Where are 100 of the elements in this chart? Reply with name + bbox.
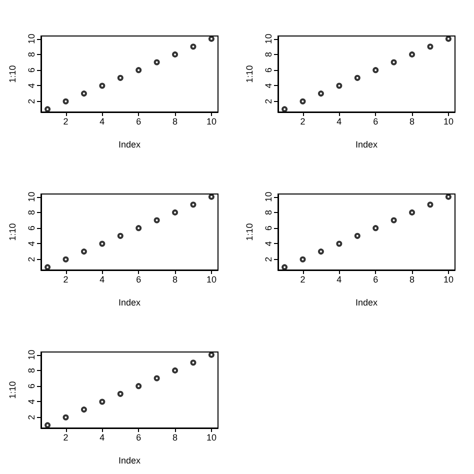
x-tick-label: 8 [172, 432, 178, 442]
y-tick-label: 2 [264, 256, 274, 262]
point [372, 67, 379, 74]
y-axis-title: 1:10 [244, 223, 254, 241]
y-tick-label: 10 [264, 192, 274, 202]
point [336, 240, 342, 247]
point [136, 383, 142, 390]
y-tick-label: 6 [264, 68, 274, 73]
x-tick-label: 4 [100, 116, 105, 126]
x-tick-label: 6 [136, 432, 142, 442]
y-axis-title: 1:10 [8, 223, 18, 241]
point [336, 82, 342, 89]
y-tick-label: 10 [26, 34, 36, 44]
x-tick-label: 2 [63, 116, 68, 126]
point [154, 59, 160, 66]
point [372, 225, 379, 232]
point [318, 248, 324, 255]
y-tick-label: 4 [26, 83, 36, 88]
x-axis-title: Index [118, 298, 141, 308]
point [136, 67, 142, 74]
y-tick-label: 4 [26, 399, 36, 404]
point [354, 74, 360, 81]
y-tick-label: 6 [26, 68, 36, 73]
x-tick-label: 10 [206, 432, 216, 442]
y-tick-label: 10 [26, 350, 36, 360]
point [136, 225, 142, 232]
point [300, 256, 306, 262]
y-tick-label: 8 [264, 52, 274, 57]
x-tick-label: 2 [63, 432, 68, 442]
x-tick-label: 4 [336, 274, 342, 284]
y-tick-label: 4 [264, 241, 274, 246]
x-tick-label: 10 [206, 116, 216, 126]
x-tick-label: 4 [100, 432, 105, 442]
point [154, 375, 160, 382]
x-tick-label: 6 [136, 116, 142, 126]
y-tick-label: 4 [26, 241, 36, 246]
y-tick-label: 8 [264, 210, 274, 215]
y-tick-label: 8 [26, 210, 36, 215]
y-tick-label: 6 [264, 226, 274, 231]
point [172, 51, 178, 58]
x-tick-label: 6 [136, 274, 142, 284]
x-tick-label: 6 [373, 274, 378, 284]
x-axis-title: Index [355, 140, 378, 150]
point [190, 44, 196, 50]
point [99, 240, 106, 247]
point [390, 59, 397, 66]
point [99, 82, 106, 89]
point [62, 256, 69, 262]
x-tick-label: 10 [443, 116, 454, 126]
point [409, 209, 416, 216]
y-tick-label: 8 [26, 368, 36, 373]
y-tick-label: 8 [26, 52, 36, 57]
y-tick-label: 2 [264, 98, 274, 104]
point [409, 51, 416, 58]
point [62, 414, 69, 420]
point [427, 44, 434, 50]
y-tick-label: 2 [26, 414, 36, 420]
x-axis-title: Index [118, 456, 141, 466]
x-tick-label: 2 [300, 116, 306, 126]
y-axis-title: 1:10 [8, 381, 18, 399]
y-axis-title: 1:10 [8, 65, 18, 83]
x-tick-label: 4 [336, 116, 342, 126]
x-tick-label: 8 [172, 274, 178, 284]
point [354, 232, 360, 239]
x-tick-label: 6 [373, 116, 378, 126]
x-tick-label: 10 [443, 274, 454, 284]
point [99, 398, 106, 405]
point [427, 202, 434, 208]
y-tick-label: 10 [26, 192, 36, 202]
y-tick-label: 10 [264, 34, 274, 44]
x-tick-label: 2 [63, 274, 68, 284]
point [318, 90, 324, 97]
point [117, 74, 124, 81]
point [300, 98, 306, 104]
x-tick-label: 8 [172, 116, 178, 126]
point [390, 217, 397, 224]
point [80, 248, 87, 255]
x-tick-label: 10 [206, 274, 216, 284]
point [117, 390, 124, 397]
x-tick-label: 4 [100, 274, 105, 284]
x-tick-label: 8 [410, 116, 415, 126]
y-tick-label: 6 [26, 226, 36, 231]
point [80, 90, 87, 97]
y-tick-label: 2 [26, 98, 36, 104]
point [62, 98, 69, 104]
x-axis-title: Index [355, 298, 378, 308]
x-tick-label: 2 [300, 274, 306, 284]
y-tick-label: 6 [26, 384, 36, 389]
point [80, 406, 87, 413]
y-axis-title: 1:10 [244, 65, 254, 83]
point [172, 367, 178, 374]
point [154, 217, 160, 224]
point [172, 209, 178, 216]
x-tick-label: 8 [410, 274, 415, 284]
y-tick-label: 4 [264, 83, 274, 88]
y-tick-label: 2 [26, 256, 36, 262]
point [190, 360, 196, 366]
x-axis-title: Index [118, 140, 141, 150]
point [117, 232, 124, 239]
point [190, 202, 196, 208]
